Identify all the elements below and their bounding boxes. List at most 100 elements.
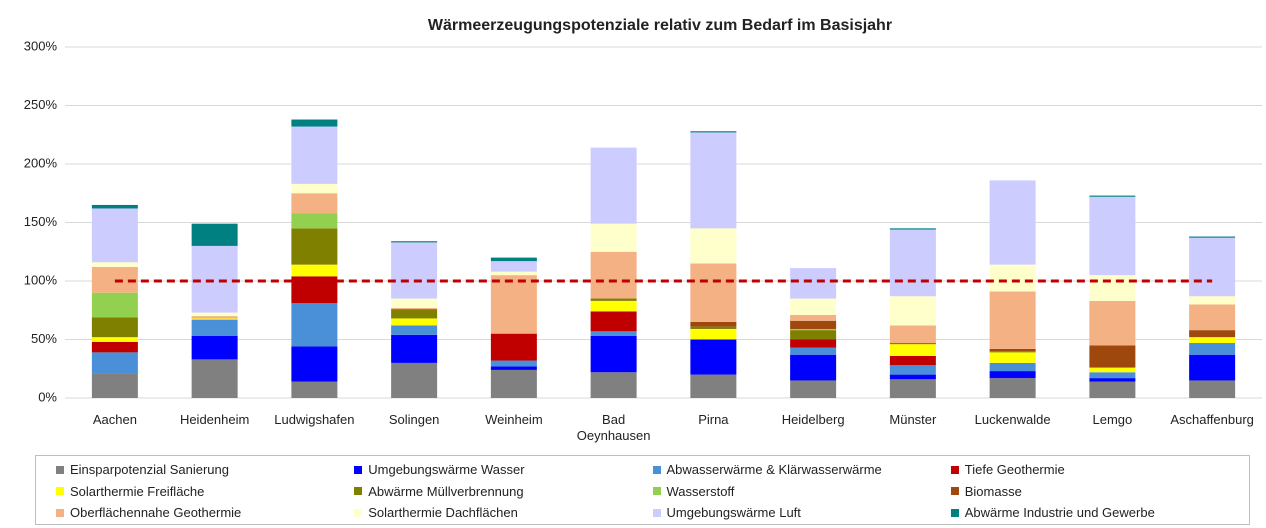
bar-segment <box>91 352 138 374</box>
bar-segment <box>989 378 1036 398</box>
bar-segment <box>1189 304 1236 331</box>
bar-segment <box>291 126 338 184</box>
bar-segment <box>989 348 1036 352</box>
bar-segment <box>490 261 537 272</box>
bar-segment <box>291 346 338 382</box>
bar-segment <box>191 223 238 246</box>
bar-segment <box>91 341 138 353</box>
bar-segment <box>1189 330 1236 338</box>
legend-swatch <box>354 487 363 496</box>
legend-swatch <box>56 465 64 474</box>
y-tick-label: 200% <box>24 155 58 170</box>
bar-segment <box>1089 378 1136 382</box>
bar-segment <box>391 242 438 299</box>
bar-segment <box>790 314 837 321</box>
bar-segment <box>1189 236 1236 238</box>
bar-segment <box>91 373 138 398</box>
y-tick-label: 150% <box>24 214 58 229</box>
bar-segment <box>291 183 338 194</box>
legend-item: Oberflächennahe Geothermie <box>56 502 354 523</box>
bar-segment <box>590 300 637 312</box>
legend-item: Solarthermie Dachflächen <box>354 502 652 523</box>
bar-segment <box>391 334 438 363</box>
legend-swatch <box>56 508 64 517</box>
legend-label: Solarthermie Dachflächen <box>368 505 518 521</box>
bar-segment <box>191 312 238 317</box>
bar-segment <box>590 251 637 299</box>
legend-label: Oberflächennahe Geothermie <box>70 505 242 521</box>
bar-segment <box>490 333 537 361</box>
legend-label: Einsparpotenzial Sanierung <box>70 462 229 477</box>
bar-segment <box>790 339 837 348</box>
x-tick-label: Heidelberg <box>781 412 845 427</box>
bar-segment <box>91 317 138 338</box>
bar-segment <box>490 271 537 276</box>
bar-segment <box>989 351 1036 353</box>
bar-segment <box>490 369 537 398</box>
bar-segment <box>889 365 936 375</box>
bar-segment <box>391 318 438 326</box>
bar-segment <box>291 228 338 265</box>
bar-segment <box>690 374 737 398</box>
legend-label: Solarthermie Freifläche <box>70 483 205 499</box>
bar-segment <box>490 275 537 334</box>
legend-item: Umgebungswärme Wasser <box>354 459 652 480</box>
chart: Wärmeerzeugungspotenziale relativ zum Be… <box>24 17 1262 404</box>
legend-label: Abwärme Industrie und Gewerbe <box>964 505 1155 521</box>
bar-segment <box>91 262 138 267</box>
legend-swatch <box>652 487 661 496</box>
bar-segment <box>1189 237 1236 297</box>
bar-segment <box>690 132 737 229</box>
bar-segment <box>989 264 1036 292</box>
legend-label: Wasserstoff <box>666 483 735 499</box>
x-tick-label: Lemgo <box>1092 412 1133 427</box>
bar-segment <box>391 362 438 398</box>
bar-segment <box>291 119 338 127</box>
legend-swatch <box>950 508 959 517</box>
legend-swatch <box>354 508 363 517</box>
bar-segment <box>590 147 637 224</box>
x-tick-label: Münster <box>889 412 937 427</box>
bar-segment <box>191 319 238 336</box>
bar-segment <box>590 372 637 398</box>
bar-segment <box>1089 275 1136 301</box>
bar-segment <box>690 263 737 322</box>
bar-segment <box>690 228 737 264</box>
y-tick-label: 100% <box>24 272 58 287</box>
bar-segment <box>790 330 837 340</box>
bar-segment <box>1089 195 1136 197</box>
bar-segment <box>989 180 1036 265</box>
x-tick-label: Solingen <box>388 412 440 427</box>
bar-segment <box>889 343 936 345</box>
bar-segment <box>790 354 837 381</box>
bar-segment <box>889 296 936 326</box>
bar-segment <box>690 326 737 329</box>
bar-segment <box>1089 381 1136 398</box>
legend-swatch <box>950 465 959 474</box>
bar-segment <box>790 320 837 329</box>
bar-segment <box>690 321 737 327</box>
legend-label: Abwärme Müllverbrennung <box>368 483 524 499</box>
bar-segment <box>191 318 238 320</box>
legend-label: Tiefe Geothermie <box>964 462 1065 477</box>
bar-segment <box>889 374 936 380</box>
legend-item: Abwärme Industrie und Gewerbe <box>950 502 1249 523</box>
bar-segment <box>291 264 338 277</box>
bar-segment <box>590 223 637 252</box>
bar-segment <box>391 325 438 335</box>
bar-segment <box>690 339 737 375</box>
legend-swatch <box>56 487 64 496</box>
legend-swatch <box>652 508 661 517</box>
bar-segment <box>889 325 936 344</box>
bar-segment <box>91 292 138 318</box>
legend-item: Biomasse <box>950 481 1249 502</box>
bar-segment <box>391 241 438 243</box>
y-tick-label: 0% <box>38 389 57 404</box>
legend-item: Umgebungswärme Luft <box>652 502 951 523</box>
x-tick-label: Weinheim <box>485 412 543 427</box>
legend-item: Tiefe Geothermie <box>950 459 1249 480</box>
x-tick-label: Pirna <box>698 412 729 427</box>
legend-swatch <box>652 465 661 474</box>
legend: Einsparpotenzial Sanierung Umgebungswärme… <box>35 455 1250 525</box>
